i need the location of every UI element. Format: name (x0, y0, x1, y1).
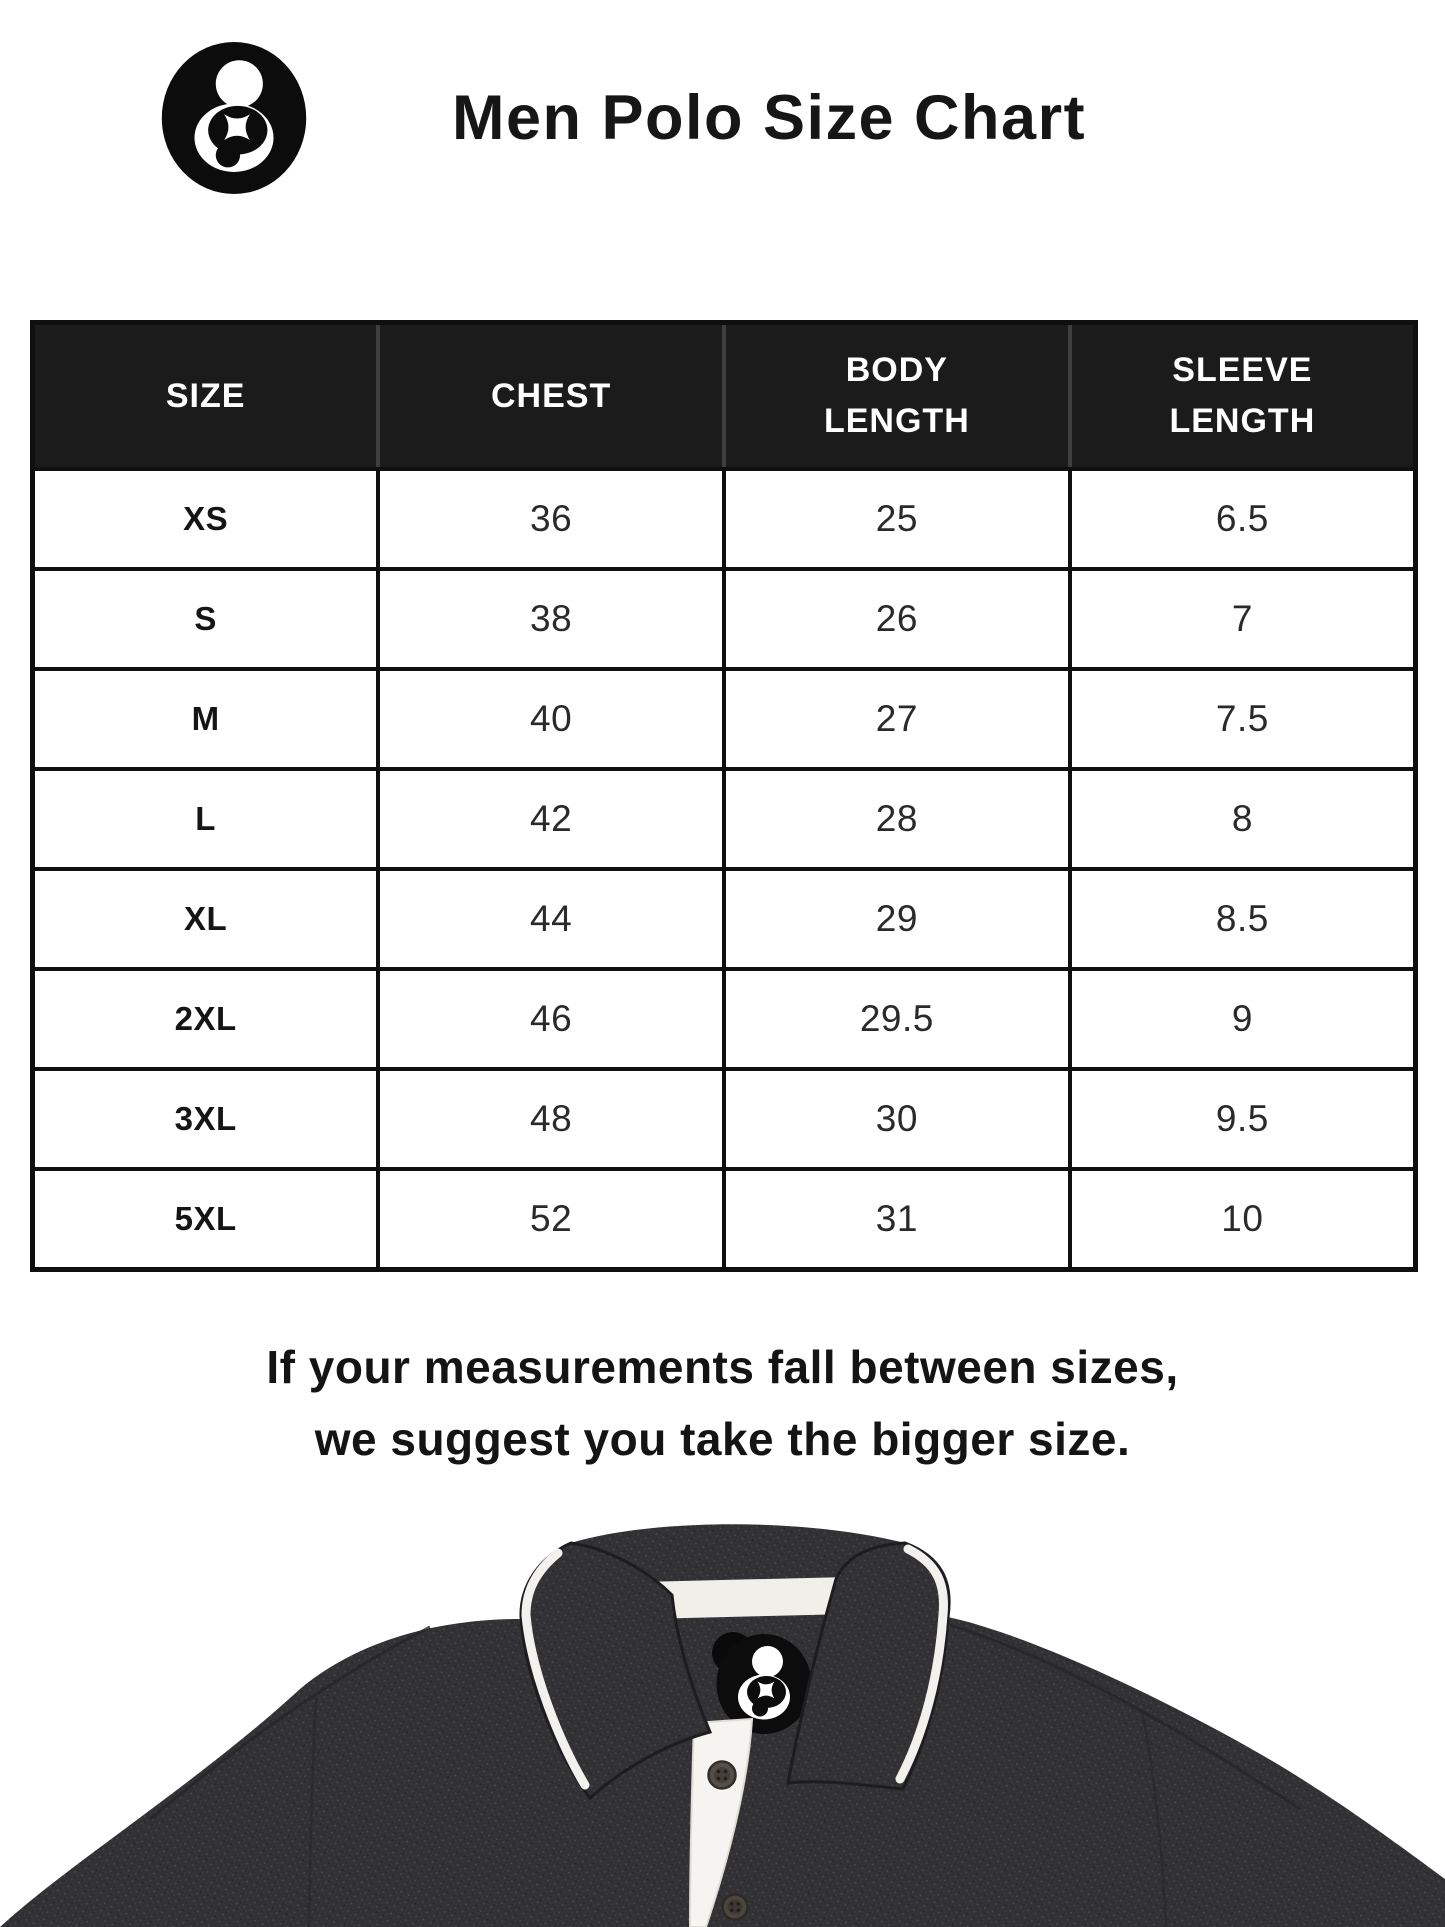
size-cell: 2XL (30, 967, 381, 1071)
col-header-body-length: BODY LENGTH (722, 320, 1072, 471)
body-length-cell: 29.5 (722, 967, 1072, 1071)
table-row-xs: XS 36 25 6.5 (30, 467, 1418, 571)
sleeve-length-cell: 6.5 (1067, 467, 1418, 571)
chest-cell: 36 (376, 467, 726, 571)
note-line-1: If your measurements fall between sizes, (266, 1341, 1179, 1393)
placket (688, 1717, 754, 1927)
size-cell: L (30, 767, 381, 871)
button-icon (721, 1893, 749, 1921)
table-row-xl: XL 44 29 8.5 (30, 867, 1418, 971)
table-row-s: S 38 26 7 (30, 567, 1418, 671)
table-row-2xl: 2XL 46 29.5 9 (30, 967, 1418, 1071)
sleeve-length-cell: 9.5 (1067, 1067, 1418, 1171)
col-header-sleeve-length: SLEEVE LENGTH (1067, 320, 1418, 471)
sleeve-length-cell: 10 (1067, 1167, 1418, 1271)
body-length-cell: 27 (722, 667, 1072, 771)
sleeve-length-cell: 8 (1067, 767, 1418, 871)
sleeve-length-cell: 8.5 (1067, 867, 1418, 971)
body-length-cell: 30 (722, 1067, 1072, 1171)
brand-logo-icon (161, 42, 307, 194)
page-header: Men Polo Size Chart (158, 42, 1086, 194)
col-header-chest: CHEST (376, 320, 726, 471)
body-length-cell: 26 (722, 567, 1072, 671)
chest-cell: 42 (376, 767, 726, 871)
collar-tipping-right (895, 1544, 949, 1784)
shirt-tag-icon (712, 1632, 812, 1734)
sleeve-length-cell: 7 (1067, 567, 1418, 671)
button-icon (707, 1760, 737, 1790)
col-header-size: SIZE (30, 320, 381, 471)
size-cell: 3XL (30, 1067, 381, 1171)
note-line-2: we suggest you take the bigger size. (314, 1412, 1131, 1465)
sleeve-length-cell: 7.5 (1067, 667, 1418, 771)
size-cell: XL (30, 867, 381, 971)
shirt-collar-left (519, 1541, 713, 1801)
size-table: SIZE CHEST BODY LENGTH SLEEVE LENGTH XS … (30, 320, 1418, 1272)
collar-tipping-left (521, 1548, 590, 1790)
size-cell: M (30, 667, 381, 771)
sleeve-length-cell: 9 (1067, 967, 1418, 1071)
chest-cell: 46 (376, 967, 726, 1071)
chest-cell: 40 (376, 667, 726, 771)
body-length-cell: 29 (722, 867, 1072, 971)
body-length-cell: 31 (722, 1167, 1072, 1271)
chest-cell: 52 (376, 1167, 726, 1271)
size-cell: S (30, 567, 381, 671)
body-length-cell: 25 (722, 467, 1072, 571)
page-title: Men Polo Size Chart (452, 83, 1087, 153)
table-row-m: M 40 27 7.5 (30, 667, 1418, 771)
chest-cell: 44 (376, 867, 726, 971)
shirt-collar-right (786, 1541, 951, 1791)
table-header-row: SIZE CHEST BODY LENGTH SLEEVE LENGTH (30, 320, 1418, 471)
chest-cell: 48 (376, 1067, 726, 1171)
table-row-3xl: 3XL 48 30 9.5 (30, 1067, 1418, 1171)
size-note: If your measurements fall between sizes,… (0, 1332, 1445, 1476)
table-row-l: L 42 28 8 (30, 767, 1418, 871)
chest-cell: 38 (376, 567, 726, 671)
polo-shirt-photo (0, 1517, 1445, 1927)
size-cell: 5XL (30, 1167, 381, 1271)
polo-shirt-illustration (0, 1524, 1445, 1927)
size-cell: XS (30, 467, 381, 571)
body-length-cell: 28 (722, 767, 1072, 871)
table-row-5xl: 5XL 52 31 10 (30, 1167, 1418, 1271)
